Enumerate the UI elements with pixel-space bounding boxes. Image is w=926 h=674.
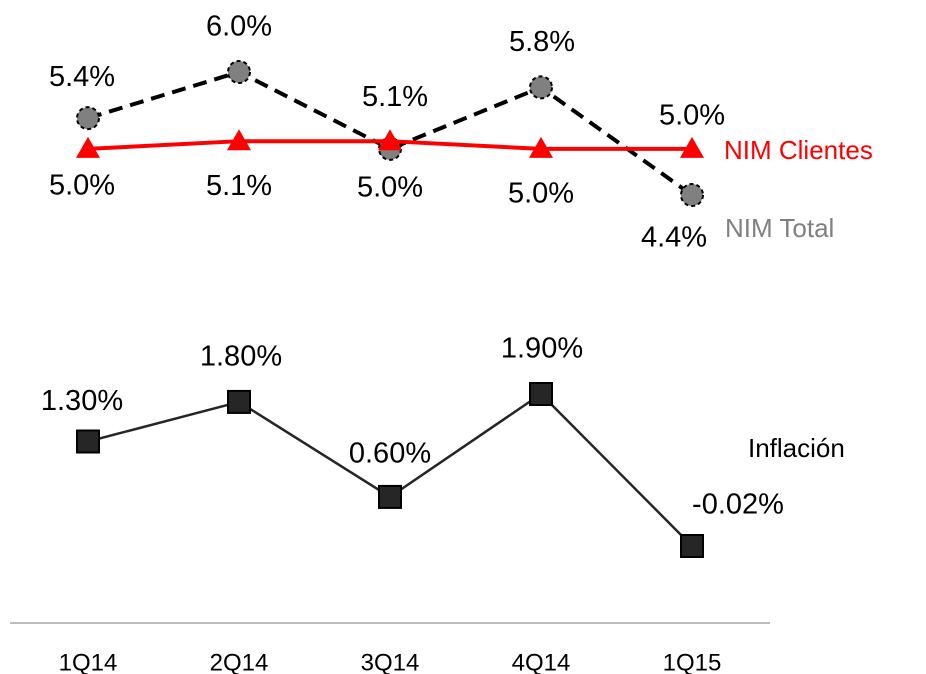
x-tick-label: 2Q14 <box>210 649 269 674</box>
legend-label: NIM Total <box>725 213 834 243</box>
marker <box>227 129 251 151</box>
data-label: 5.1% <box>206 170 272 202</box>
data-label: 5.0% <box>508 178 574 210</box>
legend-label: Inflación <box>748 433 845 463</box>
marker <box>680 136 704 158</box>
x-tick-label: 4Q14 <box>512 649 571 674</box>
marker <box>680 183 704 207</box>
marker <box>378 484 402 509</box>
x-tick-label: 1Q15 <box>663 649 722 674</box>
data-label: 5.8% <box>509 26 575 58</box>
data-label: 0.60% <box>349 438 431 470</box>
marker <box>529 382 553 406</box>
marker <box>529 75 553 100</box>
data-label: 4.4% <box>641 222 707 254</box>
data-label: 5.1% <box>362 81 428 113</box>
marker <box>680 534 704 558</box>
marker <box>76 106 100 131</box>
marker <box>378 129 402 151</box>
series-line <box>87 69 694 197</box>
x-tick-label: 3Q14 <box>361 649 420 674</box>
data-label: 1.90% <box>501 333 583 365</box>
data-label: 5.4% <box>49 61 115 93</box>
marker <box>76 136 100 158</box>
data-label: 5.0% <box>659 100 725 132</box>
x-tick-label: 1Q14 <box>59 649 118 674</box>
series-line <box>87 392 693 547</box>
data-label: 5.0% <box>49 170 115 202</box>
data-label: 1.30% <box>41 385 123 417</box>
data-label: 5.0% <box>357 172 423 204</box>
data-label: -0.02% <box>692 489 784 521</box>
legend-label: NIM Clientes <box>724 135 873 165</box>
data-label: 6.0% <box>206 11 272 43</box>
marker <box>76 429 100 454</box>
marker <box>227 389 251 414</box>
marker <box>227 60 251 84</box>
marker <box>529 136 553 158</box>
data-label: 1.80% <box>200 341 282 373</box>
